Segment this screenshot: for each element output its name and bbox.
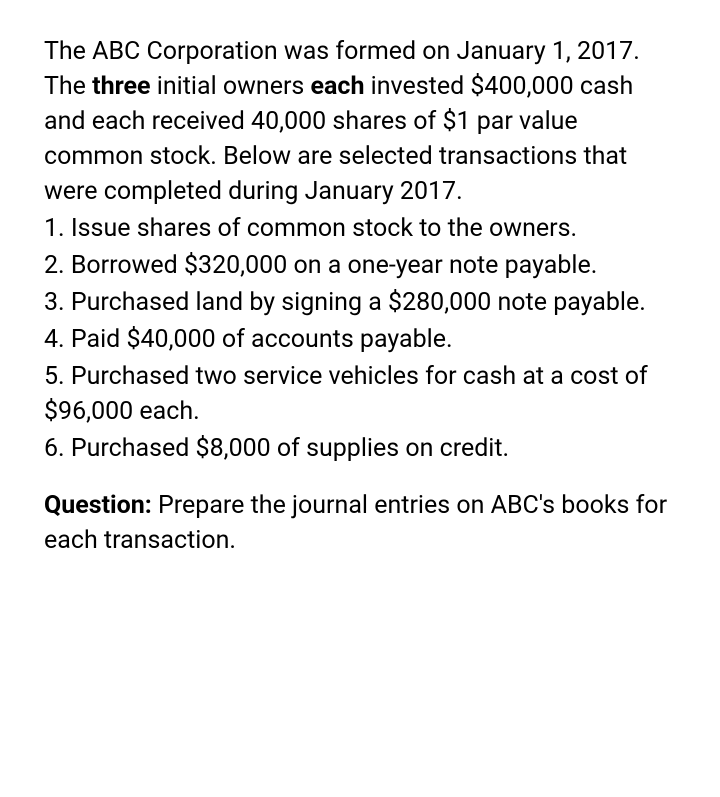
transaction-5: 5. Purchased two service vehicles for ca… — [44, 359, 676, 429]
intro-bold-each: each — [311, 72, 365, 101]
transaction-3: 3. Purchased land by signing a $280,000 … — [44, 285, 676, 320]
transaction-2: 2. Borrowed $320,000 on a one-year note … — [44, 248, 676, 283]
question-paragraph: Question: Prepare the journal entries on… — [44, 488, 676, 558]
transaction-6: 6. Purchased $8,000 of supplies on credi… — [44, 431, 676, 466]
intro-text-2: initial owners — [151, 72, 311, 101]
question-label: Question: — [44, 491, 152, 520]
transaction-4: 4. Paid $40,000 of accounts payable. — [44, 322, 676, 357]
intro-paragraph: The ABC Corporation was formed on Januar… — [44, 34, 676, 209]
transaction-1: 1. Issue shares of common stock to the o… — [44, 211, 676, 246]
intro-bold-three: three — [92, 72, 150, 101]
